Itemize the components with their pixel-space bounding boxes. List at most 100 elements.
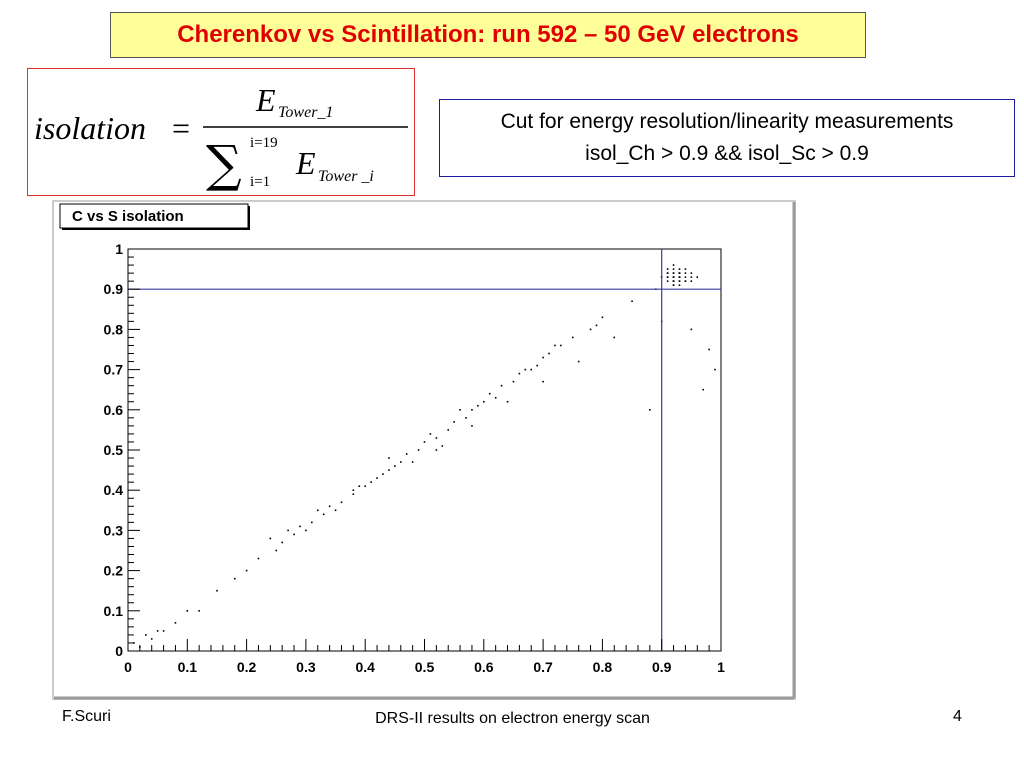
- scatter-point: [305, 529, 307, 532]
- scatter-point: [382, 473, 384, 475]
- scatter-point: [186, 610, 189, 612]
- scatter-point: [589, 328, 592, 331]
- scatter-point: [269, 537, 272, 540]
- y-tick-label: 0.7: [104, 362, 124, 378]
- scatter-point: [672, 280, 675, 282]
- scatter-point: [150, 638, 153, 640]
- scatter-point: [459, 409, 461, 411]
- formula-denominator-e: E: [295, 145, 316, 181]
- footer-author: F.Scuri: [62, 708, 111, 725]
- footer-title: DRS-II results on electron energy scan: [375, 710, 650, 727]
- x-tick-label: 0.5: [415, 659, 435, 675]
- y-tick-label: 0.4: [104, 482, 124, 498]
- scatter-point: [690, 272, 693, 274]
- scatter-point: [571, 336, 574, 339]
- scatter-point: [388, 457, 390, 459]
- cut-lines: [128, 249, 721, 651]
- scatter-point: [678, 276, 681, 278]
- scatter-plot: C vs S isolation 0 0.1 0.2 0.3 0.4 0.5 0.6 0.7 0…: [52, 200, 796, 700]
- scatter-point: [577, 360, 580, 363]
- scatter-point: [678, 280, 681, 282]
- scatter-point: [156, 630, 159, 632]
- x-tick-label: 0.3: [296, 659, 316, 675]
- scatter-point: [299, 525, 301, 528]
- scatter-point: [435, 449, 438, 451]
- scatter-point: [678, 272, 681, 274]
- sum-lower: i=1: [250, 174, 270, 190]
- chart-title: C vs S isolation: [72, 208, 184, 225]
- scatter-point: [453, 421, 455, 423]
- scatter-point: [364, 485, 366, 487]
- scatter-point: [423, 441, 426, 443]
- scatter-point: [275, 549, 278, 552]
- cut-text-line1: Cut for energy resolution/linearity meas…: [500, 110, 954, 133]
- stats-title-box: [59, 203, 249, 229]
- scatter-point: [512, 380, 515, 383]
- scatter-point: [690, 280, 693, 282]
- scatter-point: [352, 489, 355, 491]
- scatter-point: [388, 469, 390, 471]
- scatter-point: [672, 284, 675, 286]
- scatter-point: [399, 461, 402, 463]
- scatter-point: [465, 417, 467, 419]
- scatter-point: [245, 569, 248, 572]
- scatter-point: [370, 481, 372, 483]
- scatter-point: [328, 505, 331, 508]
- scatter-point: [281, 541, 283, 544]
- x-tick-label: 0.8: [593, 659, 613, 675]
- scatter-point: [352, 493, 355, 496]
- cut-description-box: Cut for energy resolution/linearity meas…: [439, 99, 1015, 177]
- scatter-point: [714, 368, 716, 371]
- scatter-point: [684, 276, 687, 278]
- scatter-point: [233, 577, 236, 580]
- scatter-point: [340, 501, 343, 504]
- x-tick-label: 0.2: [237, 659, 257, 675]
- scatter-point: [435, 437, 438, 439]
- y-tick-label: 0.8: [104, 321, 124, 337]
- formula-numerator-e: E: [255, 82, 276, 118]
- scatter-point: [696, 276, 699, 278]
- x-tick-label: 1: [717, 659, 725, 675]
- scatter-point: [678, 284, 681, 286]
- scatter-point: [405, 453, 408, 455]
- formula-numerator-sub: Tower_1: [278, 104, 333, 121]
- scatter-point: [198, 610, 200, 612]
- slide-title-box: Cherenkov vs Scintillation: run 592 – 50…: [110, 12, 866, 58]
- scatter-point: [542, 380, 544, 383]
- scatter-point: [376, 477, 378, 479]
- y-tick-label: 0.2: [104, 563, 124, 579]
- plot-svg: C vs S isolation 0 0.1 0.2 0.3 0.4 0.5 0.6 0.7 0…: [52, 200, 796, 700]
- slide-title: Cherenkov vs Scintillation: run 592 – 50…: [177, 21, 799, 48]
- formula-equals: =: [172, 110, 190, 146]
- scatter-point: [613, 336, 616, 339]
- scatter-point: [684, 272, 687, 274]
- isolation-formula: isolation = E Tower_1 ∑ i=19 i=1 E Tower…: [27, 68, 415, 196]
- y-tick-label: 0.9: [104, 281, 124, 297]
- slide-number: 4: [953, 708, 962, 725]
- scatter-point: [293, 533, 295, 536]
- sum-upper: i=19: [250, 135, 278, 151]
- y-tick-label: 0.1: [104, 603, 124, 619]
- scatter-point: [524, 368, 527, 371]
- scatter-point: [506, 400, 509, 403]
- scatter-point: [649, 409, 651, 411]
- scatter-point: [311, 521, 313, 524]
- formula-svg: isolation = E Tower_1 ∑ i=19 i=1 E Tower…: [34, 82, 408, 193]
- scatter-point: [257, 557, 260, 560]
- scatter-point: [441, 445, 444, 447]
- scatter-point: [411, 461, 414, 463]
- scatter-point: [548, 352, 550, 355]
- scatter-point: [174, 622, 177, 624]
- scatter-point: [500, 384, 503, 387]
- scatter-point: [601, 316, 604, 319]
- scatter-point: [542, 356, 544, 359]
- x-tick-label: 0: [124, 659, 132, 675]
- scatter-point: [690, 328, 693, 331]
- scatter-point: [666, 280, 669, 282]
- scatter-point: [483, 400, 485, 403]
- x-tick-label: 0.9: [652, 659, 672, 675]
- scatter-point: [536, 364, 538, 367]
- scatter-point: [672, 276, 675, 278]
- scatter-point: [666, 272, 669, 274]
- x-tick-label: 0.4: [355, 659, 375, 675]
